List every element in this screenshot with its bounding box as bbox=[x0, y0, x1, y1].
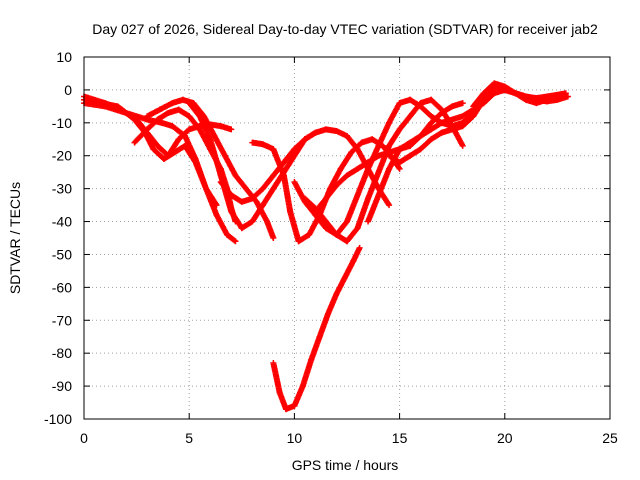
series-track-3 bbox=[81, 100, 220, 209]
y-axis: 10 0 -10 -20 -30 -40 -50 -60 -70 -80 -90 -100 bbox=[44, 49, 610, 427]
data-point bbox=[270, 235, 277, 241]
data-point bbox=[231, 237, 238, 244]
data-points bbox=[81, 80, 571, 413]
data-point bbox=[213, 202, 220, 209]
chart-title: Day 027 of 2026, Sidereal Day-to-day VTE… bbox=[92, 21, 598, 37]
y-tick-label: -60 bbox=[52, 279, 72, 295]
y-tick-label: -70 bbox=[52, 312, 72, 328]
data-point bbox=[212, 200, 219, 207]
data-point bbox=[228, 126, 235, 133]
y-tick-label: -100 bbox=[44, 411, 72, 427]
y-tick-label: -10 bbox=[52, 115, 72, 131]
x-tick-label: 20 bbox=[497, 430, 513, 446]
y-tick-label: 10 bbox=[56, 49, 72, 65]
y-tick-label: -30 bbox=[52, 181, 72, 197]
x-axis: 0 5 10 15 20 25 bbox=[80, 57, 618, 446]
data-point bbox=[459, 100, 466, 107]
data-point bbox=[395, 164, 402, 171]
series-track-15 bbox=[470, 80, 571, 110]
data-point bbox=[386, 202, 393, 209]
y-tick-label: -40 bbox=[52, 214, 72, 230]
data-point bbox=[356, 244, 363, 251]
y-axis-label: SDTVAR / TECUs bbox=[7, 182, 23, 294]
data-point bbox=[396, 165, 403, 172]
data-point bbox=[232, 238, 239, 245]
data-point bbox=[564, 93, 571, 100]
x-tick-label: 5 bbox=[185, 430, 193, 446]
x-tick-label: 0 bbox=[80, 430, 88, 446]
y-tick-label: 0 bbox=[64, 82, 72, 98]
data-point bbox=[459, 142, 466, 149]
data-point bbox=[385, 200, 392, 207]
y-tick-label: -90 bbox=[52, 378, 72, 394]
y-tick-label: -20 bbox=[52, 148, 72, 164]
series-track-9 bbox=[270, 244, 363, 413]
x-tick-label: 15 bbox=[392, 430, 408, 446]
series-track-11 bbox=[301, 96, 466, 245]
x-tick-label: 25 bbox=[602, 430, 618, 446]
x-tick-label: 10 bbox=[287, 430, 303, 446]
y-tick-label: -50 bbox=[52, 246, 72, 262]
x-axis-label: GPS time / hours bbox=[292, 457, 399, 473]
plot-frame bbox=[83, 56, 611, 420]
y-tick-label: -80 bbox=[52, 345, 72, 361]
